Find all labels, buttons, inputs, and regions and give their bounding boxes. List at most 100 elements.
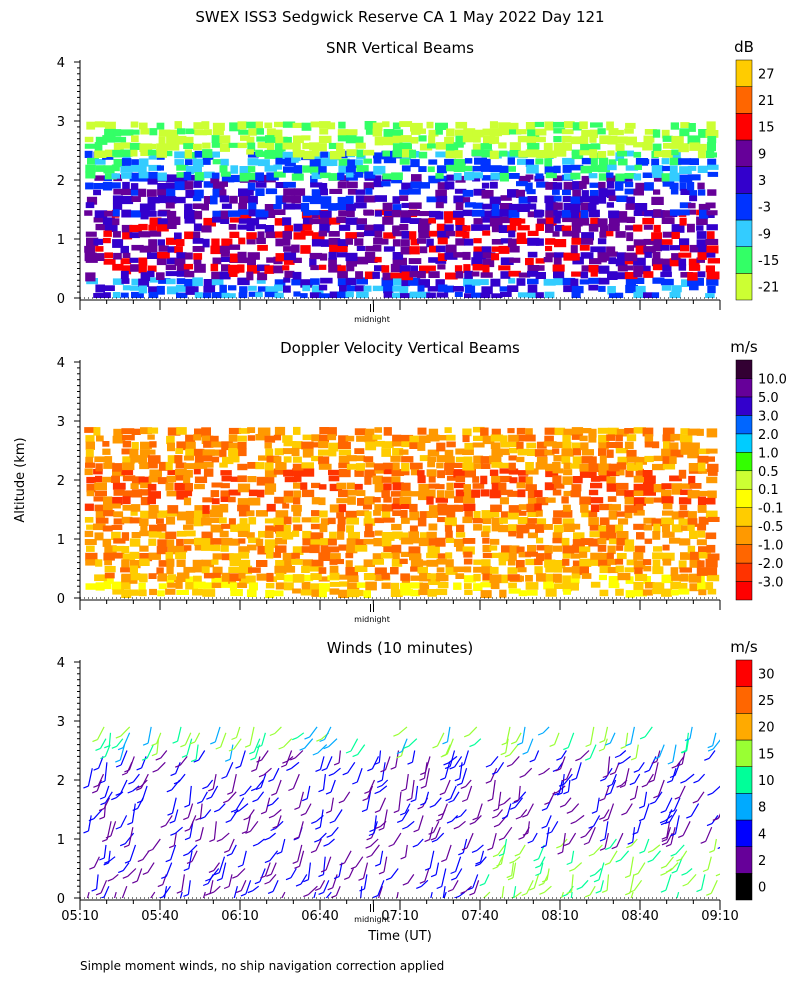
wind-barb (147, 862, 155, 873)
doppler-cell (319, 583, 330, 592)
wind-barb-flag (431, 839, 438, 843)
doppler-cell (220, 470, 232, 476)
snr-cell (437, 284, 448, 292)
doppler-cell (426, 511, 439, 518)
snr-cell (246, 136, 255, 145)
snr-cell (292, 142, 301, 152)
wind-barb (604, 821, 609, 840)
snr-cell (482, 128, 491, 136)
snr-cell (176, 292, 188, 298)
wind-barb-flag (271, 792, 277, 796)
snr-cell (579, 196, 593, 202)
doppler-cell (354, 469, 364, 477)
doppler-cell (228, 518, 236, 526)
doppler-cell (518, 552, 531, 558)
doppler-cell (113, 518, 125, 525)
snr-cell (282, 230, 292, 240)
wind-barb (322, 856, 326, 875)
doppler-cell (706, 428, 718, 438)
snr-cell (698, 129, 711, 138)
doppler-cell (500, 511, 510, 518)
doppler-cell (553, 566, 563, 573)
doppler-cell (563, 462, 572, 470)
doppler-cell (707, 553, 720, 561)
doppler-cell (579, 469, 591, 478)
doppler-cell (552, 489, 562, 496)
snr-colorbar-label: 3 (758, 174, 766, 189)
doppler-cell (95, 559, 103, 567)
doppler-cell (680, 449, 691, 455)
doppler-cell (706, 574, 720, 582)
wind-barb (596, 797, 600, 812)
doppler-heatmap (84, 426, 720, 598)
wind-barb (567, 732, 575, 748)
snr-cell (570, 253, 580, 261)
wind-barb-flag (366, 854, 372, 859)
wind-barb-flag (469, 821, 475, 825)
snr-cell (644, 251, 652, 258)
snr-cell (120, 195, 134, 205)
wind-barb (236, 868, 246, 877)
snr-cell (311, 189, 321, 198)
wind-barb (497, 791, 502, 809)
snr-cell (346, 204, 356, 211)
snr-cell (147, 252, 160, 259)
doppler-cell (527, 532, 538, 539)
snr-cell (202, 292, 212, 298)
doppler-cell (480, 427, 489, 436)
snr-cell (211, 292, 224, 298)
snr-cell (346, 181, 358, 189)
doppler-cell (246, 589, 257, 597)
snr-cell (696, 216, 708, 225)
doppler-cell (194, 510, 206, 519)
snr-cell (642, 159, 650, 165)
doppler-cell (544, 482, 557, 491)
snr-cell (311, 285, 324, 294)
snr-cell (256, 128, 264, 135)
doppler-cell (95, 475, 103, 483)
doppler-cell (381, 552, 394, 559)
wind-barb-flag (244, 744, 251, 748)
wind-barb-flag (602, 818, 609, 822)
wind-barb (514, 856, 521, 862)
snr-cell (489, 150, 499, 160)
snr-cell (643, 246, 656, 254)
snr-cell (400, 217, 412, 223)
snr-colorbar-label: -15 (758, 254, 779, 269)
wind-barb-flag (557, 851, 563, 855)
doppler-cell (501, 545, 512, 554)
snr-cell (374, 230, 383, 238)
doppler-cell (203, 455, 213, 462)
doppler-cell (626, 449, 637, 458)
snr-cell (274, 218, 285, 226)
snr-cell (552, 175, 563, 182)
snr-cell (570, 196, 583, 206)
snr-cell (328, 264, 342, 273)
snr-cell (633, 224, 643, 232)
wind-barb-flag (436, 818, 442, 822)
doppler-cell (482, 525, 491, 533)
wind-barb-flag (588, 853, 595, 857)
doppler-cell (183, 455, 195, 461)
doppler-cell (365, 428, 375, 436)
snr-cell (652, 129, 661, 138)
wind-barb-flag (620, 745, 626, 749)
snr-cell (482, 258, 495, 268)
wind-barb-flag (617, 761, 624, 765)
doppler-cell (662, 503, 673, 510)
doppler-cell (85, 583, 98, 590)
snr-cell (588, 173, 598, 179)
wind-barb-flag (147, 848, 153, 853)
wind-barb (653, 762, 659, 781)
snr-cell (356, 224, 367, 230)
snr-cell (660, 271, 672, 278)
snr-cell (545, 210, 556, 218)
doppler-cell (552, 462, 561, 469)
wind-barb (132, 785, 140, 792)
wind-barb-flag (111, 745, 118, 749)
wind-barb-flag (151, 753, 158, 757)
doppler-cell (311, 589, 322, 597)
wind-barb (604, 832, 609, 849)
doppler-cell (678, 560, 687, 569)
doppler-cell (670, 589, 679, 596)
